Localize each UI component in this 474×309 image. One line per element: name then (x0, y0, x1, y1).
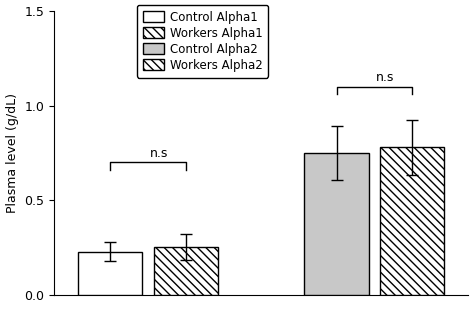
Bar (154, 247, 218, 295)
Text: n.s: n.s (150, 147, 169, 160)
Y-axis label: Plasma level (g/dL): Plasma level (g/dL) (6, 93, 18, 213)
Bar (380, 147, 444, 295)
Text: n.s: n.s (376, 71, 395, 84)
Bar (78, 252, 142, 295)
Legend: Control Alpha1, Workers Alpha1, Control Alpha2, Workers Alpha2: Control Alpha1, Workers Alpha1, Control … (137, 5, 268, 78)
Bar (304, 153, 369, 295)
